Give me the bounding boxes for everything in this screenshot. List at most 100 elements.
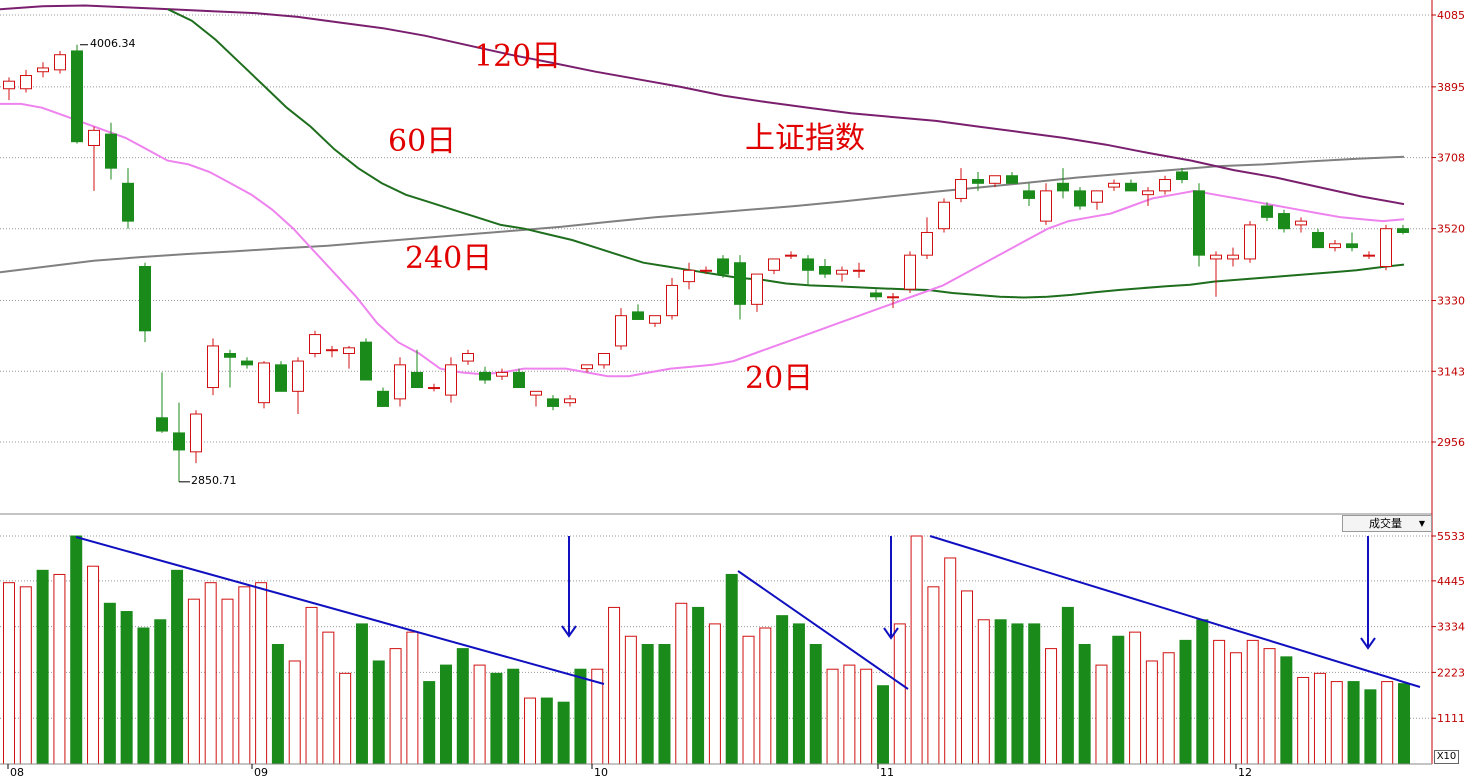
volume-bar-down	[372, 660, 385, 765]
volume-bar-up	[1297, 676, 1310, 765]
volume-bar-up	[255, 582, 268, 765]
volume-bar-up	[524, 697, 537, 765]
volume-bar-up	[322, 631, 335, 765]
candle-down	[241, 360, 253, 366]
volume-bar-down	[456, 648, 469, 765]
volume-bar-down	[1398, 683, 1410, 765]
volume-bar-up	[1313, 672, 1326, 765]
candle-up	[394, 364, 406, 400]
candle-down	[275, 364, 287, 392]
volume-bar-down	[1196, 619, 1209, 765]
volume-bar-down	[1280, 656, 1293, 765]
volume-bar-down	[1347, 681, 1360, 765]
candle-up	[1244, 224, 1256, 260]
volume-bar-down	[1364, 689, 1377, 765]
volume-bar-down	[70, 535, 83, 765]
volume-bar-down	[1028, 623, 1041, 765]
volume-bar-up	[826, 668, 839, 765]
candle-up	[530, 390, 542, 396]
volume-trend-line	[75, 536, 605, 685]
volume-bar-up	[238, 586, 251, 765]
volume-indicator-selector[interactable]: 成交量 ▼	[1342, 515, 1432, 532]
volume-bar-down	[490, 672, 503, 765]
volume-trend-line	[929, 535, 1421, 688]
volume-bar-up	[389, 648, 402, 765]
volume-bar-up	[944, 557, 957, 765]
candle-up	[1142, 190, 1154, 196]
volume-bar-down	[809, 643, 822, 765]
volume-unit-label: X10	[1434, 750, 1459, 764]
candle-up	[54, 54, 66, 71]
volume-bar-down	[120, 611, 133, 765]
volume-tick-label: 1111	[1437, 712, 1465, 725]
candle-down	[377, 390, 389, 407]
ma60-label: 60日	[388, 124, 456, 159]
candle-up	[615, 315, 627, 347]
volume-bar-up	[339, 672, 352, 765]
volume-bar-up	[1246, 639, 1259, 765]
candle-up	[309, 334, 321, 354]
volume-bar-down	[1078, 643, 1091, 765]
volume-bar-up	[1095, 664, 1108, 765]
x-tick-label: 08	[10, 766, 24, 778]
candle-down	[972, 179, 984, 184]
candle-down	[870, 292, 882, 298]
candle-up	[785, 254, 797, 257]
candle-up	[20, 75, 32, 90]
volume-bar-down	[776, 615, 789, 765]
candle-up	[955, 179, 967, 199]
volume-bar-up	[860, 668, 873, 765]
volume-bar-down	[1179, 639, 1192, 765]
volume-bar-down	[423, 681, 436, 765]
volume-bar-up	[708, 623, 721, 765]
candle-down	[1261, 205, 1273, 218]
volume-bar-up	[1229, 652, 1242, 765]
volume-bar-up	[204, 582, 217, 765]
candle-down	[360, 341, 372, 381]
candle-down	[105, 133, 117, 169]
candle-up	[207, 345, 219, 389]
volume-bar-up	[1145, 660, 1158, 765]
candle-down	[717, 258, 729, 275]
volume-bar-up	[675, 602, 688, 765]
ma20-label: 20日	[745, 361, 813, 396]
candle-down	[1312, 231, 1324, 249]
volume-bar-up	[406, 631, 419, 765]
price-tick-label: 2956	[1437, 436, 1465, 449]
candle-up	[343, 347, 355, 354]
candle-up	[887, 296, 899, 299]
volume-bar-up	[961, 590, 974, 765]
volume-bars	[3, 535, 1410, 765]
volume-bar-up	[1213, 639, 1226, 765]
volume-bar-down	[1112, 635, 1125, 765]
price-tick-label: 4085	[1437, 9, 1465, 22]
volume-bar-down	[154, 619, 167, 765]
candle-up	[292, 360, 304, 392]
volume-tick-label: 4445	[1437, 575, 1465, 588]
candle-up	[751, 273, 763, 305]
candle-up	[1380, 228, 1392, 268]
volume-tick-label: 3334	[1437, 621, 1465, 634]
volume-bar-up	[624, 635, 637, 765]
volume-bar-up	[1129, 631, 1142, 765]
candle-down	[139, 266, 151, 332]
candle-up	[462, 352, 474, 362]
candle-down	[1057, 182, 1069, 192]
volume-bar-up	[473, 664, 486, 765]
volume-bar-up	[288, 660, 301, 765]
candle-up	[326, 349, 338, 352]
candle-up	[921, 231, 933, 256]
candle-up	[445, 364, 457, 396]
candle-up	[1159, 179, 1171, 192]
candle-down	[1074, 190, 1086, 207]
volume-bar-down	[658, 643, 671, 765]
candle-up	[836, 269, 848, 275]
volume-bar-down	[994, 619, 1007, 765]
volume-bar-down	[507, 668, 520, 765]
x-tick-label: 09	[254, 766, 268, 778]
candle-up	[649, 315, 661, 324]
volume-bar-up	[1330, 681, 1343, 765]
candle-down	[1125, 182, 1137, 192]
volume-bar-up	[608, 606, 621, 765]
volume-bar-up	[3, 582, 15, 765]
